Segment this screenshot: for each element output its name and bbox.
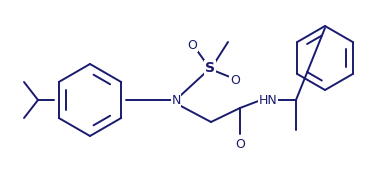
Text: O: O [187,38,197,51]
Text: N: N [171,93,181,107]
Text: HN: HN [259,93,277,107]
Text: S: S [205,61,215,75]
Text: O: O [235,137,245,151]
Text: O: O [230,73,240,87]
